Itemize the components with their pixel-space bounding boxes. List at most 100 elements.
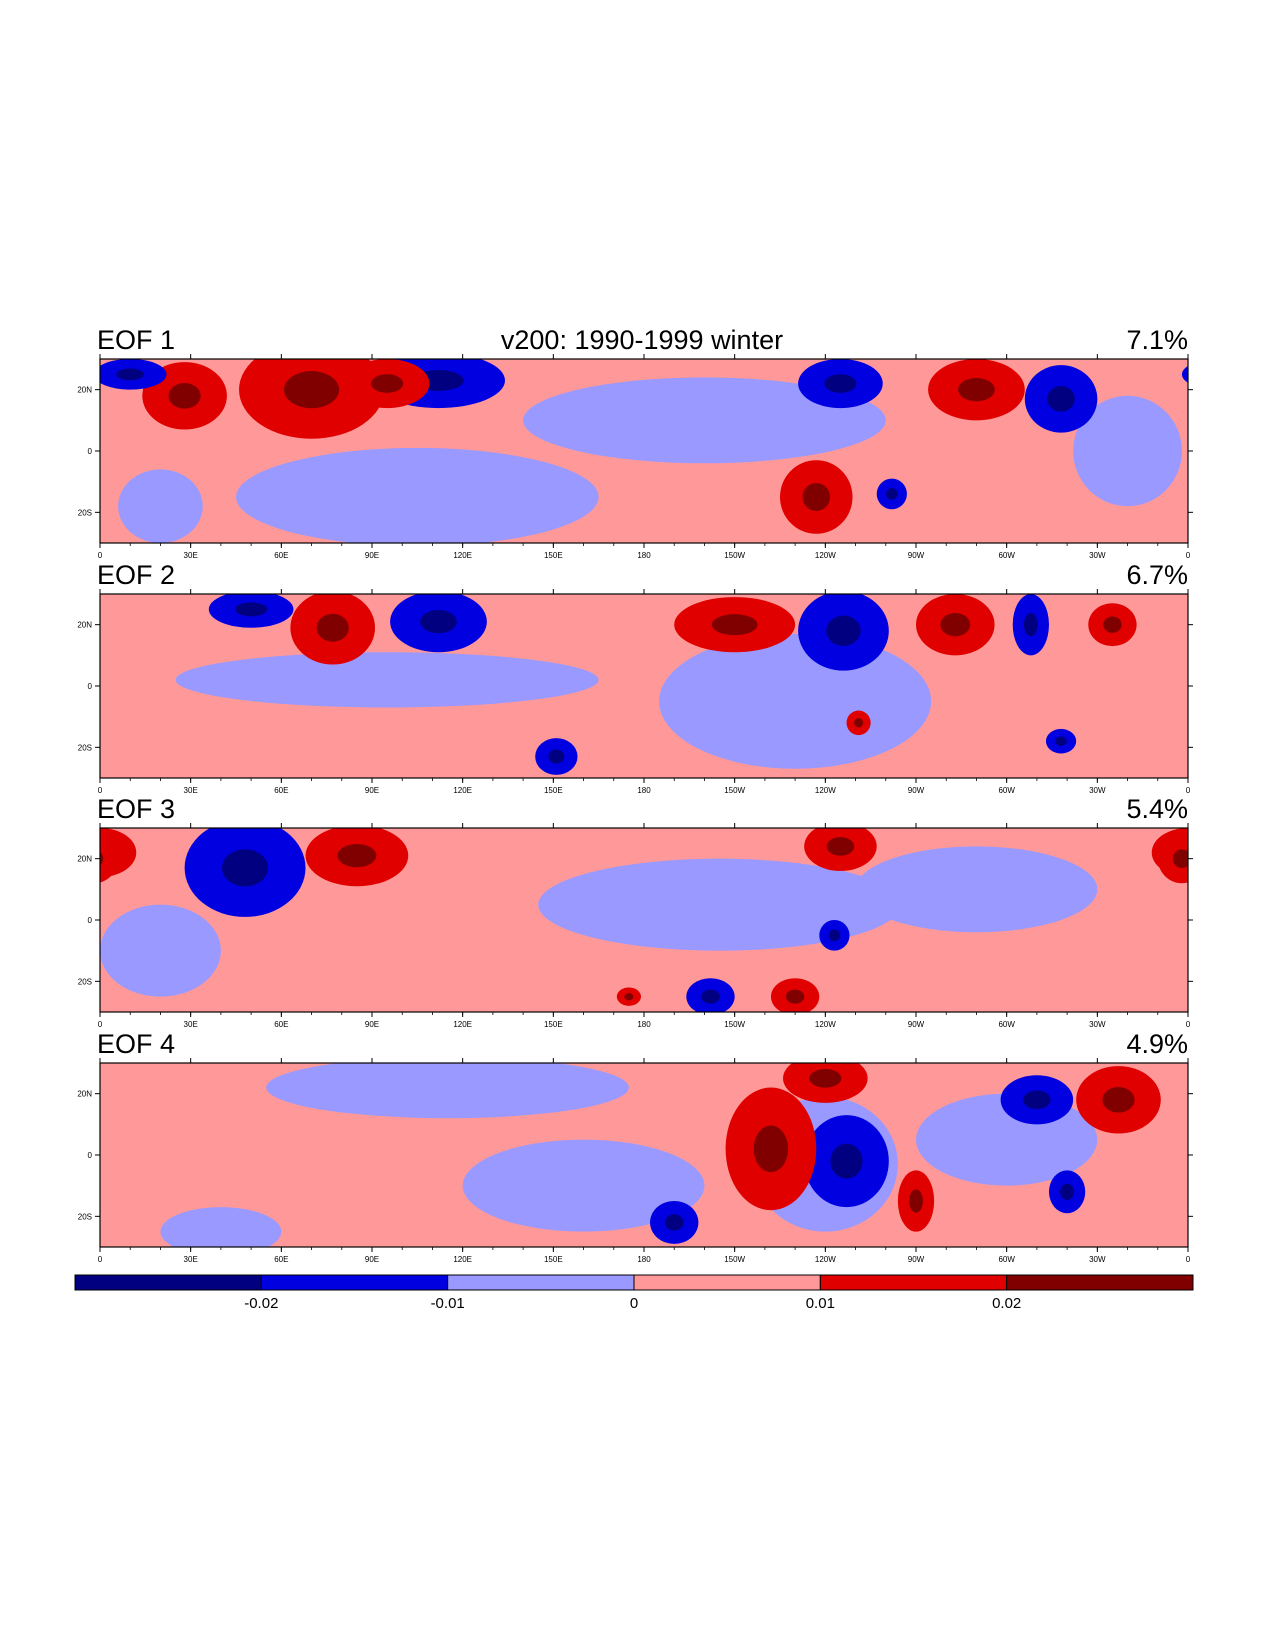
eof-panel-2: EOF 2 6.7% 0 30E 60E 90E 120E 150E 180 150W 120W… [77, 560, 1193, 795]
negative-anomaly-contour [160, 1207, 282, 1247]
peak-negative-contour [828, 929, 841, 942]
x-tick-label: 120E [453, 786, 472, 795]
peak-negative-contour [830, 1143, 863, 1179]
eof-panel-3: EOF 3 5.4% 0 30E 60E 90E 120E 150E 180 150W 120W… [77, 794, 1193, 1029]
x-tick-label: 150E [544, 786, 563, 795]
y-tick-label: 20N [77, 855, 92, 864]
y-tick-label: 0 [88, 1151, 93, 1160]
x-tick-label: 30W [1089, 551, 1106, 560]
x-tick-label: 90E [365, 786, 379, 795]
y-tick-label: 0 [88, 682, 93, 691]
peak-negative-contour [826, 615, 861, 646]
peak-positive-contour [802, 483, 831, 511]
x-tick-label: 180 [637, 1255, 651, 1264]
y-tick-label: 20S [78, 743, 92, 752]
peak-positive-contour [337, 843, 377, 868]
panel-label: EOF 3 [97, 794, 175, 824]
peak-positive-contour [168, 382, 201, 409]
peak-negative-contour [1055, 736, 1067, 746]
peak-positive-contour [940, 613, 971, 637]
x-tick-label: 120E [453, 1020, 472, 1029]
peak-positive-contour [809, 1069, 842, 1088]
x-tick-label: 60W [998, 1020, 1015, 1029]
panel-label: EOF 1 [97, 325, 175, 355]
x-tick-label: 120E [453, 551, 472, 560]
peak-negative-contour [1023, 1090, 1051, 1110]
colorbar-box [633, 1274, 821, 1291]
y-tick-label: 20S [78, 1212, 92, 1221]
negative-anomaly-contour [1181, 365, 1188, 383]
y-tick-label: 20S [78, 508, 92, 517]
colorbar-box [260, 1274, 449, 1291]
y-axis-ticks: 20N 0 20S [77, 386, 1193, 517]
x-tick-label: 90E [365, 1020, 379, 1029]
peak-positive-contour [316, 613, 349, 642]
colorbar-box [74, 1274, 262, 1291]
x-tick-label: 60W [998, 786, 1015, 795]
peak-negative-contour [824, 374, 857, 393]
negative-anomaly-contour [175, 652, 599, 708]
x-axis-ticks: 0 30E 60E 90E 120E 150E 180 150W 120W 90W 60W 30W 0 [98, 354, 1191, 560]
peak-negative-contour [222, 849, 269, 887]
panel-label: EOF 2 [97, 560, 175, 590]
x-tick-label: 150W [724, 551, 745, 560]
colorbar-label: -0.01 [431, 1295, 465, 1312]
x-tick-label: 150E [544, 551, 563, 560]
x-tick-label: 120W [815, 786, 836, 795]
negative-anomaly-contour [236, 447, 599, 543]
x-tick-label: 30E [184, 1255, 198, 1264]
x-tick-label: 60E [274, 1020, 288, 1029]
x-tick-label: 180 [637, 551, 651, 560]
x-axis-ticks: 0 30E 60E 90E 120E 150E 180 150W 120W 90W 60W 30W 0 [98, 1058, 1191, 1264]
peak-negative-contour [701, 989, 720, 1004]
x-tick-label: 90E [365, 1255, 379, 1264]
colorbar-box [1006, 1274, 1194, 1291]
colorbar: -0.02 -0.01 0 0.01 0.02 [74, 1274, 1194, 1312]
peak-positive-contour [753, 1125, 789, 1173]
y-tick-label: 0 [88, 447, 93, 456]
x-tick-label: 90W [908, 1255, 925, 1264]
y-tick-label: 20N [77, 386, 92, 395]
x-tick-label: 90E [365, 551, 379, 560]
colorbar-box [819, 1274, 1008, 1291]
colorbar-box [447, 1274, 635, 1291]
negative-anomaly-contour [855, 846, 1098, 933]
x-tick-label: 150W [724, 1255, 745, 1264]
x-axis-ticks: 0 30E 60E 90E 120E 150E 180 150W 120W 90W 60W 30W 0 [98, 823, 1191, 1029]
x-tick-label: 30E [184, 551, 198, 560]
peak-positive-contour [958, 378, 995, 402]
peak-positive-contour [1103, 616, 1122, 633]
negative-anomaly-contour [538, 858, 901, 951]
peak-positive-contour [283, 371, 340, 409]
x-tick-label: 60E [274, 551, 288, 560]
peak-positive-contour [624, 993, 634, 1001]
x-tick-label: 0 [98, 551, 103, 560]
y-tick-label: 20N [77, 1090, 92, 1099]
x-tick-label: 0 [1186, 786, 1191, 795]
x-tick-label: 0 [98, 1255, 103, 1264]
peak-positive-contour [909, 1189, 923, 1213]
x-tick-label: 0 [98, 786, 103, 795]
y-tick-label: 20N [77, 621, 92, 630]
map-area [99, 827, 1189, 1013]
x-tick-label: 120W [815, 551, 836, 560]
x-tick-label: 60E [274, 1255, 288, 1264]
x-tick-label: 60W [998, 1255, 1015, 1264]
x-tick-label: 90W [908, 551, 925, 560]
eof-panel-4: EOF 4 4.9% 0 30E 60E 90E 120E 150E 180 150W 120W… [77, 1029, 1193, 1264]
x-tick-label: 150W [724, 786, 745, 795]
x-tick-label: 0 [98, 1020, 103, 1029]
colorbar-label: 0.01 [806, 1295, 835, 1312]
x-tick-label: 30E [184, 786, 198, 795]
peak-negative-contour [886, 488, 898, 500]
peak-negative-contour [235, 602, 268, 617]
x-tick-label: 90W [908, 1020, 925, 1029]
colorbar-label: 0 [630, 1295, 638, 1312]
peak-negative-contour [420, 609, 457, 634]
peak-positive-contour [785, 989, 805, 1004]
eof-panel-1: EOF 1 7.1% 0 30E 60E 90E 120E 150E 180 150W 120W… [77, 325, 1193, 560]
negative-anomaly-contour [523, 377, 886, 464]
peak-negative-contour [1023, 613, 1038, 637]
x-tick-label: 120E [453, 1255, 472, 1264]
